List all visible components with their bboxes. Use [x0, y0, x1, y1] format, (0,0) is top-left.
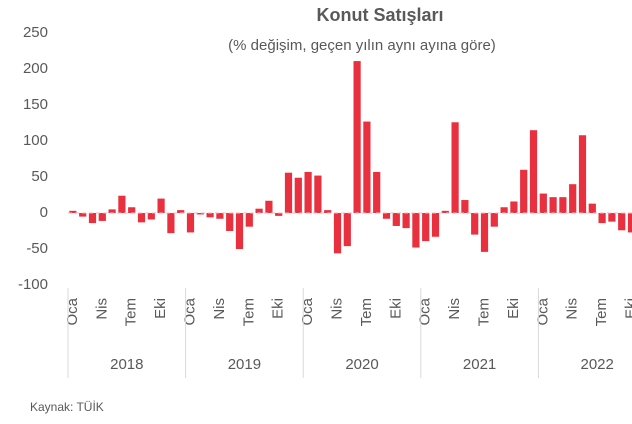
bar [265, 200, 273, 213]
group-label: 2020 [345, 356, 378, 373]
y-tick-label: 250 [23, 24, 48, 41]
y-tick-label: -100 [18, 276, 48, 293]
bar [206, 213, 214, 218]
source-note: Kaynak: TÜİK [30, 400, 104, 414]
bar [118, 195, 126, 213]
bar [314, 175, 322, 213]
bar [88, 213, 97, 224]
bar [510, 201, 518, 213]
bar [490, 213, 498, 227]
bar [255, 208, 263, 213]
x-tick-label: Eki [270, 298, 287, 319]
bar [275, 213, 283, 216]
bar [157, 198, 165, 213]
bar [147, 213, 155, 220]
bar [79, 213, 87, 217]
bar [324, 210, 332, 213]
bar [373, 171, 381, 213]
bar [304, 171, 312, 213]
x-tick-label: Nis [211, 298, 228, 320]
bar [608, 213, 616, 222]
x-tick-label: Nis [328, 298, 345, 320]
bar [284, 172, 293, 213]
chart-subtitle: (% değişim, geçen yılın aynı ayına göre) [228, 37, 496, 54]
bar [245, 213, 253, 227]
group-label: 2022 [581, 356, 614, 373]
bar [392, 213, 400, 226]
x-tick-label: Oca [64, 297, 81, 325]
y-tick-label: -50 [26, 240, 48, 257]
bar [382, 213, 391, 219]
bar [529, 130, 538, 213]
bar [98, 213, 106, 221]
bar [333, 213, 342, 254]
bar [559, 197, 567, 213]
bar [226, 213, 234, 231]
x-tick-label: Tem [240, 298, 257, 326]
bar [431, 213, 440, 237]
bar [598, 213, 606, 224]
x-tick-label: Tem [475, 298, 492, 326]
bar [196, 213, 204, 215]
chart-title: Konut Satışları [316, 5, 443, 25]
x-tick-label: Eki [622, 298, 632, 319]
group-label: 2018 [110, 356, 143, 373]
bar [451, 122, 459, 213]
y-tick-label: 0 [40, 204, 48, 221]
x-tick-label: Tem [358, 298, 375, 326]
bar [235, 213, 244, 249]
bar [549, 197, 557, 213]
x-tick-label: Nis [93, 298, 110, 320]
x-tick-label: Tem [123, 298, 140, 326]
x-tick-label: Oca [417, 297, 434, 325]
bar [294, 177, 302, 213]
bar [167, 213, 175, 234]
bar [216, 213, 224, 219]
bar [480, 213, 489, 252]
bar [520, 169, 528, 213]
x-tick-label: Oca [299, 297, 316, 325]
x-tick-label: Tem [593, 298, 610, 326]
group-label: 2019 [228, 356, 261, 373]
bar [137, 213, 146, 223]
bar [108, 209, 116, 213]
bar [128, 207, 136, 213]
x-tick-label: Oca [181, 297, 198, 325]
x-tick-label: Oca [534, 297, 551, 325]
bar [441, 210, 449, 213]
bar [363, 121, 371, 213]
bar [461, 200, 469, 213]
x-tick-label: Eki [152, 298, 169, 319]
bar [569, 184, 577, 213]
bar [402, 213, 410, 229]
group-label: 2021 [463, 356, 496, 373]
x-tick-label: Eki [387, 298, 404, 319]
bar [186, 213, 195, 233]
bar [422, 213, 430, 242]
bar [412, 213, 420, 248]
bar [353, 61, 361, 213]
bar [343, 213, 351, 247]
bar [500, 207, 508, 213]
y-tick-label: 50 [31, 168, 48, 185]
bar [69, 210, 77, 213]
y-tick-label: 200 [23, 60, 48, 77]
bar [539, 193, 547, 213]
y-tick-label: 100 [23, 132, 48, 149]
bar [627, 213, 632, 233]
bar [618, 213, 626, 231]
bar [588, 203, 596, 213]
x-tick-label: Nis [446, 298, 463, 320]
bar [471, 213, 479, 235]
x-tick-label: Eki [505, 298, 522, 319]
bar [177, 210, 185, 213]
bar [578, 135, 587, 213]
y-tick-label: 150 [23, 96, 48, 113]
x-tick-label: Nis [564, 298, 581, 320]
